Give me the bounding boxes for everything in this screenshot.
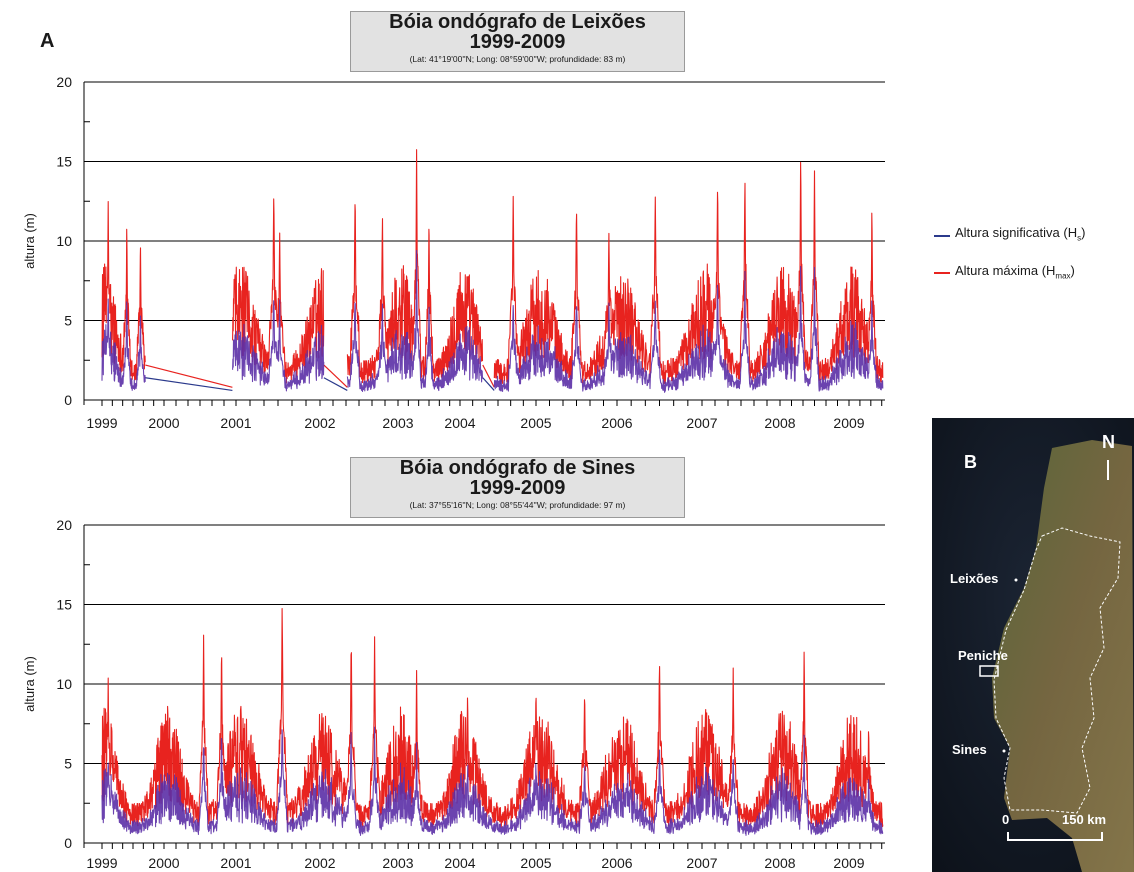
north-label: N xyxy=(1102,432,1115,452)
chart-subtitle-leixoes: (Lat: 41°19'00''N; Long: 08°59'00''W; pr… xyxy=(409,54,626,64)
iberia-landmass xyxy=(992,440,1134,872)
gap-connector-hmax xyxy=(482,364,495,388)
x-tick-label: 2009 xyxy=(833,855,864,871)
series-line-hmax xyxy=(101,608,884,828)
y-tick-label: 10 xyxy=(56,233,72,249)
scale-end-label: 150 km xyxy=(1062,812,1106,827)
place-sines-dot xyxy=(1002,749,1006,753)
y-axis-label: altura (m) xyxy=(22,656,37,712)
legend-swatch-hmax xyxy=(934,272,950,275)
place-leixoes-dot xyxy=(1014,578,1018,582)
x-tick-label: 2006 xyxy=(601,415,632,431)
x-tick-label: 2005 xyxy=(520,855,551,871)
gap-connector-hs xyxy=(323,377,348,391)
gap-connector-hmax xyxy=(323,364,348,388)
y-axis-label: altura (m) xyxy=(22,213,37,269)
scale-zero-label: 0 xyxy=(1002,812,1009,827)
x-tick-label: 2001 xyxy=(220,415,251,431)
chart-title-years-leixoes: 1999-2009 xyxy=(469,31,566,53)
x-tick-label: 2006 xyxy=(601,855,632,871)
chart-subtitle-sines: (Lat: 37°55'16''N; Long: 08°55'44''W; pr… xyxy=(409,500,626,510)
y-tick-label: 20 xyxy=(56,517,72,533)
chart-title-box-sines: Bóia ondógrafo de Sines 1999-2009 (Lat: … xyxy=(350,457,685,518)
legend-item-hmax: Altura máxima (Hmax) xyxy=(934,262,1085,286)
y-tick-label: 15 xyxy=(56,154,72,170)
y-tick-label: 20 xyxy=(56,74,72,90)
legend-label-hs: Altura significativa (Hs) xyxy=(955,225,1086,243)
series-line-hs xyxy=(101,250,884,393)
legend-item-hs: Altura significativa (Hs) xyxy=(934,224,1085,248)
series-line-hs xyxy=(101,726,884,836)
legend-swatch-hs xyxy=(934,234,950,237)
y-tick-label: 15 xyxy=(56,597,72,613)
x-tick-label: 2004 xyxy=(444,415,475,431)
x-tick-label: 2003 xyxy=(382,855,413,871)
x-tick-label: 2005 xyxy=(520,415,551,431)
place-sines-label: Sines xyxy=(952,742,987,757)
y-tick-label: 0 xyxy=(64,392,72,408)
chart-title-years-sines: 1999-2009 xyxy=(469,477,566,499)
scale-bar xyxy=(1007,832,1103,841)
place-peniche-label: Peniche xyxy=(958,648,1008,663)
x-tick-label: 2001 xyxy=(220,855,251,871)
x-tick-label: 2008 xyxy=(764,855,795,871)
panel-b-letter: B xyxy=(964,452,977,472)
gap-connector-hs xyxy=(482,377,495,391)
map-portugal: N B Leixões Peniche Sines 0 150 km xyxy=(932,418,1134,872)
y-tick-label: 0 xyxy=(64,835,72,851)
x-tick-label: 2008 xyxy=(764,415,795,431)
chart-title-box-leixoes: Bóia ondógrafo de Leixões 1999-2009 (Lat… xyxy=(350,11,685,72)
portugal-border xyxy=(993,527,1121,814)
chart-title-sines: Bóia ondógrafo de Sines xyxy=(399,457,636,479)
y-tick-label: 5 xyxy=(64,313,72,329)
peniche-marker xyxy=(979,665,999,677)
gap-connector-hs xyxy=(145,377,233,392)
x-tick-label: 2000 xyxy=(148,855,179,871)
x-tick-label: 2007 xyxy=(686,415,717,431)
place-leixoes-label: Leixões xyxy=(950,571,998,586)
x-tick-label: 1999 xyxy=(86,415,117,431)
gap-connector-hmax xyxy=(145,364,233,388)
legend: Altura significativa (Hs) Altura máxima … xyxy=(934,224,1085,299)
y-tick-label: 5 xyxy=(64,756,72,772)
series-line-hmax xyxy=(101,149,884,385)
legend-label-hmax: Altura máxima (Hmax) xyxy=(955,262,1075,281)
x-tick-label: 2000 xyxy=(148,415,179,431)
x-tick-label: 2004 xyxy=(444,855,475,871)
x-tick-label: 1999 xyxy=(86,855,117,871)
chart-title-leixoes: Bóia ondógrafo de Leixões xyxy=(389,11,646,33)
y-tick-label: 10 xyxy=(56,676,72,692)
x-tick-label: 2002 xyxy=(304,415,335,431)
panel-a-letter: A xyxy=(40,30,55,52)
x-tick-label: 2003 xyxy=(382,415,413,431)
x-tick-label: 2002 xyxy=(304,855,335,871)
x-tick-label: 2009 xyxy=(833,415,864,431)
x-tick-label: 2007 xyxy=(686,855,717,871)
